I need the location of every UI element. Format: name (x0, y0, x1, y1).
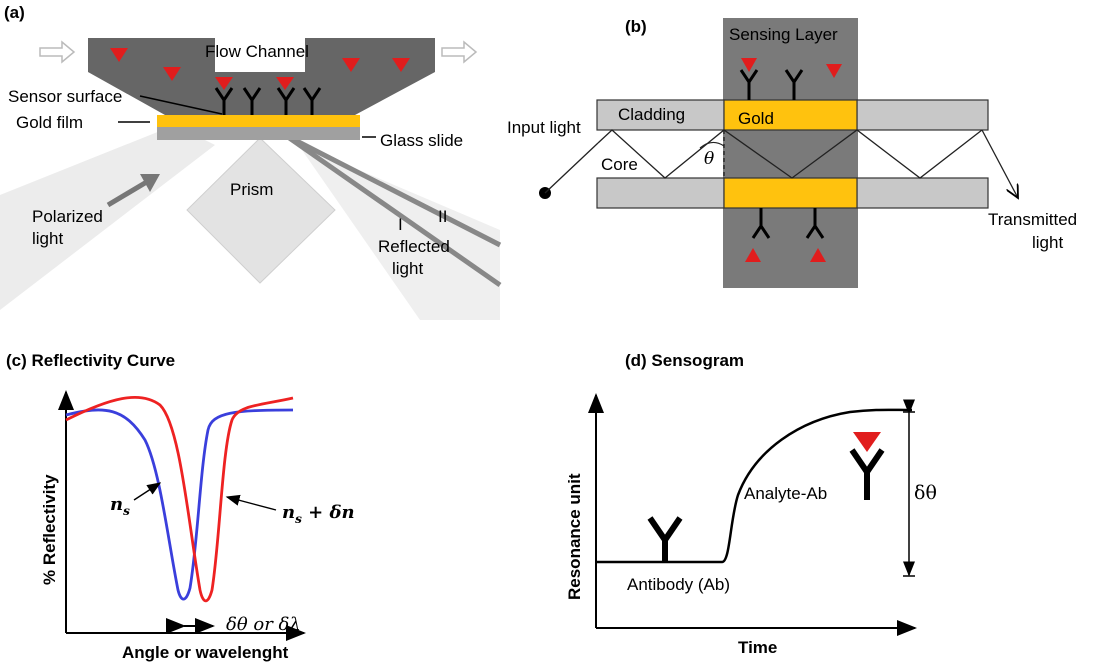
analyte-triangle (745, 248, 761, 262)
core-label: Core (601, 155, 638, 174)
antibody-icon (276, 87, 296, 115)
gold-label: Gold (738, 109, 774, 128)
reflectivity-curve-ns-dn (65, 395, 294, 603)
antibody-icon (214, 87, 234, 115)
reflected-light-fan (265, 130, 500, 320)
cladding-label: Cladding (618, 105, 685, 124)
sensogram-curve (596, 408, 913, 564)
antibody-icon (242, 87, 262, 115)
panel-c-title: (c) Reflectivity Curve (6, 351, 175, 370)
ns-pointer (133, 482, 162, 501)
analyte-triangle (826, 64, 842, 78)
panel-d-title: (d) Sensogram (625, 351, 744, 370)
analyte-triangle (741, 58, 757, 72)
beam-mark-i: I (398, 215, 403, 234)
prism (186, 137, 336, 284)
analyte-triangle (276, 77, 294, 90)
ns-dn-pointer (225, 494, 277, 511)
ns-dn-label: ns + δn (282, 502, 355, 526)
glass-slide-label: Glass slide (380, 131, 463, 150)
sensor-surface-label: Sensor surface (8, 87, 122, 106)
prism-label: Prism (230, 180, 273, 199)
gold-bottom (723, 177, 858, 209)
glass-slide (157, 126, 360, 140)
analyte-ab-label: Analyte-Ab (744, 484, 827, 503)
flow-out-arrow (441, 40, 478, 64)
antibody-icon (647, 516, 683, 562)
antibody-icon (849, 448, 885, 500)
flow-channel (88, 38, 435, 115)
antibody-icon (805, 208, 825, 239)
ns-label: ns (110, 494, 130, 518)
antibody-icon (739, 69, 759, 100)
panel-d: (d) Sensogram Resonance unit Time Antibo… (565, 351, 937, 657)
reflected-beam-1 (283, 132, 502, 248)
gold-film (157, 115, 360, 127)
y-axis-label: % Reflectivity (40, 474, 59, 585)
reflected-beam-2 (283, 132, 502, 288)
panel-a-tag: (a) (4, 3, 25, 22)
polarized-label-2: light (32, 229, 63, 248)
panel-c: (c) Reflectivity Curve % Reflectivity An… (6, 351, 355, 662)
panel-b-tag: (b) (625, 17, 647, 36)
cladding-bottom-right (856, 177, 989, 209)
beam-mark-ii: II (438, 207, 447, 226)
antibody-icon (784, 69, 804, 100)
light-path-in (544, 142, 599, 194)
x-axis-label: Time (738, 638, 777, 657)
polarized-arrow-shaft (106, 177, 152, 208)
panel-b: (b) Sensing Layer Cladding Gold (507, 17, 1077, 288)
analyte-triangle (342, 58, 360, 72)
analyte-triangle (110, 48, 128, 62)
angle-arc (699, 141, 725, 149)
cladding-top-right (856, 99, 989, 131)
cladding-bottom-left (596, 177, 725, 209)
y-axis-label: Resonance unit (565, 473, 584, 600)
transmitted-label-1: Transmitted (988, 210, 1077, 229)
flow-in-arrow (39, 40, 76, 64)
input-light-label: Input light (507, 118, 581, 137)
reflectivity-curve-ns (65, 408, 294, 601)
cladding-top-left (596, 99, 725, 131)
gold-top (723, 99, 858, 131)
antibody-icon (302, 87, 322, 115)
incident-light-beam (0, 125, 215, 310)
delta-theta-label: δθ (914, 482, 937, 504)
transmitted-label-2: light (1032, 233, 1063, 252)
polarized-label-1: Polarized (32, 207, 103, 226)
polarized-arrow-head (140, 174, 160, 192)
shift-label: δθ or δλ (226, 614, 301, 635)
x-axis-label: Angle or wavelenght (122, 643, 289, 662)
sensing-layer-label: Sensing Layer (729, 25, 838, 44)
reflected-label-1: Reflected (378, 237, 450, 256)
reflected-label-2: light (392, 259, 423, 278)
light-path-out (981, 129, 1018, 198)
antibody-icon (751, 208, 771, 239)
light-path-zigzag (597, 129, 983, 179)
antibody-label: Antibody (Ab) (627, 575, 730, 594)
sensor-surface-leader (139, 95, 223, 115)
analyte-triangle (163, 67, 181, 81)
analyte-triangle (392, 58, 410, 72)
panel-a: (a) Prism Flow Channel (0, 3, 502, 320)
gold-film-label: Gold film (16, 113, 83, 132)
analyte-triangle (215, 77, 233, 90)
theta-label: θ (704, 149, 714, 169)
analyte-triangle (810, 248, 826, 262)
analyte-triangle (853, 432, 881, 452)
flow-channel-label: Flow Channel (205, 42, 309, 61)
